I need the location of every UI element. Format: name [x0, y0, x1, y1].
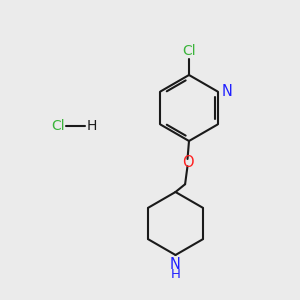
Text: H: H: [171, 268, 180, 281]
Text: Cl: Cl: [51, 119, 64, 133]
Text: N: N: [170, 257, 181, 272]
Text: O: O: [182, 155, 193, 170]
Text: N: N: [221, 84, 233, 99]
Text: H: H: [86, 119, 97, 133]
Text: Cl: Cl: [182, 44, 196, 58]
